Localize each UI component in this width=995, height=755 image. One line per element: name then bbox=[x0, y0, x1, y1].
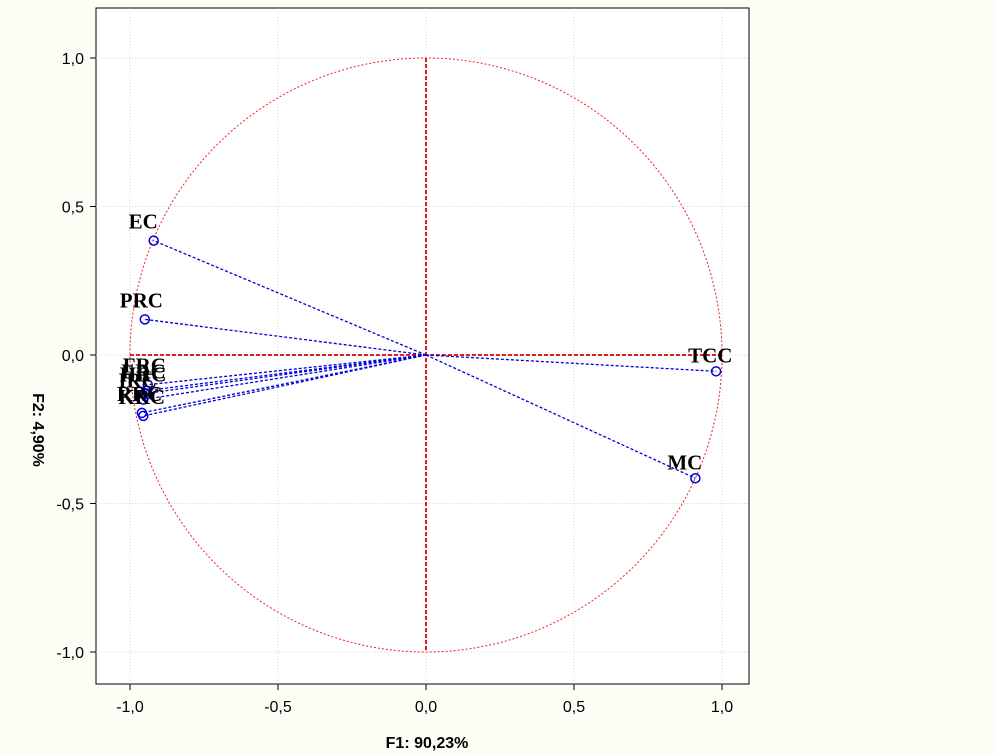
vectors bbox=[136, 235, 722, 484]
vector-line-frc bbox=[147, 354, 427, 386]
x-tick-label: -1,0 bbox=[116, 699, 144, 716]
x-axis-title: F1: 90,23% bbox=[386, 735, 469, 752]
x-tick-label: 0,0 bbox=[415, 699, 437, 716]
point-label-ec: EC bbox=[129, 210, 158, 234]
vector-line-hrc bbox=[144, 354, 427, 395]
plot-background bbox=[95, 7, 750, 685]
point-label-mc: MC bbox=[667, 450, 702, 474]
vector-line-krc bbox=[143, 354, 427, 417]
point-marker-krc bbox=[138, 410, 149, 422]
x-tick-label: 0,5 bbox=[563, 699, 585, 716]
point-label-prc: PRC bbox=[120, 288, 163, 312]
ticks: -1,0 -0,5 0,0 0,5 1,0 1,0 0,5 0,0 -0,5 -1,0 bbox=[56, 51, 733, 716]
point-marker-hrc bbox=[139, 388, 151, 399]
x-tick-label: 1,0 bbox=[711, 699, 733, 716]
y-tick-label: -1,0 bbox=[56, 645, 84, 662]
vector-line-ec bbox=[153, 240, 427, 356]
point-label-rrc: RRC bbox=[117, 382, 163, 406]
point-label-krc: KRC bbox=[118, 385, 165, 409]
point-label-irc: IRC bbox=[118, 369, 157, 393]
y-tick-label: -0,5 bbox=[56, 497, 84, 514]
vector-line-rrc bbox=[141, 354, 427, 414]
vector-line-mc bbox=[425, 354, 696, 479]
vector-line-tcc bbox=[425, 354, 717, 372]
point-marker-ec bbox=[148, 235, 159, 246]
point-label-frc: FRC bbox=[123, 354, 166, 378]
y-tick-label: 0,5 bbox=[62, 200, 84, 217]
point-label-hrc: HRC bbox=[120, 363, 167, 387]
y-axis-title: F2: 4,90% bbox=[29, 393, 46, 467]
point-label-tcc: TCC bbox=[688, 343, 732, 367]
point-marker-prc bbox=[139, 314, 151, 325]
vector-line-prc bbox=[144, 318, 427, 356]
y-tick-label: 1,0 bbox=[62, 51, 84, 68]
y-tick-label: 0,0 bbox=[62, 348, 84, 365]
point-marker-frc bbox=[142, 379, 154, 390]
point-marker-tcc bbox=[710, 366, 722, 377]
point-label-lrc: LRC bbox=[121, 360, 165, 384]
point-marker-irc bbox=[138, 394, 149, 405]
vector-line-irc bbox=[143, 354, 427, 401]
point-marker-mc bbox=[690, 473, 701, 484]
x-tick-label: -0,5 bbox=[264, 699, 292, 716]
